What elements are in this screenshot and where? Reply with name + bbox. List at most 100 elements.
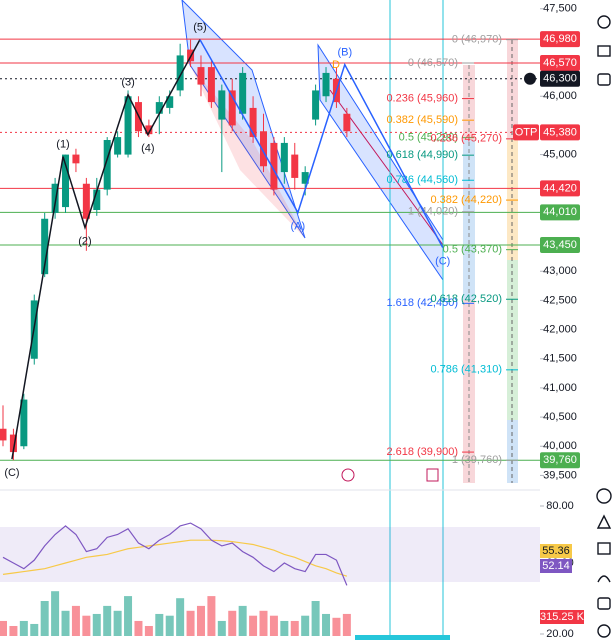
wave-label: (4) xyxy=(141,143,154,155)
volume-label-box xyxy=(540,610,584,624)
candle-body xyxy=(145,125,153,135)
wave-label: (C) xyxy=(4,467,19,479)
y-tick-label: 47,500 xyxy=(543,3,577,15)
wave-label: (B) xyxy=(337,47,352,59)
candle-body xyxy=(124,96,132,155)
candle-body xyxy=(207,67,215,103)
wave-line xyxy=(199,39,444,248)
volume-bar xyxy=(176,598,185,636)
tool-icon[interactable] xyxy=(597,73,611,86)
candle-body xyxy=(72,154,80,164)
volume-bar xyxy=(82,615,91,636)
event-icon[interactable] xyxy=(341,468,355,482)
volume-bar xyxy=(124,596,133,636)
fib-label: 0.786 (44,560) xyxy=(386,174,458,186)
volume-bar xyxy=(228,610,237,636)
tool-icon[interactable] xyxy=(597,597,611,610)
candle-body xyxy=(51,183,59,213)
price-label: 39,760 xyxy=(543,454,577,466)
fib-label: 2.618 (39,900) xyxy=(386,446,458,458)
tool-icon[interactable] xyxy=(597,45,611,57)
candle-body xyxy=(103,140,111,190)
volume-bar xyxy=(280,620,289,636)
y-tick-label: 40,500 xyxy=(543,411,577,423)
candle-body xyxy=(9,434,17,453)
wave-label: (A) xyxy=(291,220,306,232)
wave-label: (5) xyxy=(193,22,206,34)
rsi-tick-label: 80.00 xyxy=(546,500,574,512)
tool-icon[interactable] xyxy=(596,514,612,529)
volume-bar xyxy=(51,591,60,636)
y-tick-label: 40,000 xyxy=(543,440,577,452)
fib-label: 0.382 (44,220) xyxy=(430,194,502,206)
tool-icon[interactable] xyxy=(597,624,611,638)
candle-body xyxy=(41,218,49,275)
volume-bar xyxy=(322,613,331,636)
fib-label: 0.786 (41,310) xyxy=(430,364,502,376)
rsi-tick-label: 20.00 xyxy=(546,628,574,640)
fib-label: 0.618 (44,990) xyxy=(386,149,458,161)
volume-bar xyxy=(19,620,28,636)
fib-label: 0 (46,570) xyxy=(408,57,458,69)
candle-body xyxy=(228,90,236,126)
event-icon[interactable] xyxy=(426,468,439,482)
marker: D xyxy=(332,59,340,71)
candle-body xyxy=(301,172,309,184)
fib-label: 0.5 (43,370) xyxy=(443,244,502,256)
volume-bar xyxy=(311,601,320,636)
candle-body xyxy=(93,189,101,210)
volume-bar xyxy=(196,605,205,636)
candle-body xyxy=(114,137,122,155)
fib-column xyxy=(507,420,518,483)
tool-icon[interactable] xyxy=(597,575,611,583)
volume-bar xyxy=(238,605,247,636)
y-tick-label: 45,000 xyxy=(543,148,577,160)
volume-bar xyxy=(9,625,18,636)
wave-label: (2) xyxy=(78,235,91,247)
price-label-box xyxy=(540,124,580,141)
volume-bar xyxy=(207,596,216,636)
volume-bar xyxy=(186,610,195,636)
y-tick-label: 41,000 xyxy=(543,382,577,394)
y-tick-label: 43,000 xyxy=(543,265,577,277)
volume-bar xyxy=(155,613,164,636)
rsi-value-box xyxy=(540,544,572,558)
tool-icon[interactable] xyxy=(596,488,612,504)
volume-bar xyxy=(113,610,122,636)
price-label: 43,450 xyxy=(543,239,577,251)
candle-body xyxy=(280,142,288,173)
rsi-band xyxy=(0,527,540,582)
wave-line xyxy=(11,39,201,460)
candle-body xyxy=(291,154,299,178)
price-tag: OTP xyxy=(515,126,538,138)
candle-body xyxy=(176,55,184,91)
fib-label: 0 (46,970) xyxy=(452,34,502,46)
volume-bar xyxy=(61,610,70,636)
rsi-line xyxy=(2,539,348,577)
candle-body xyxy=(249,107,257,138)
tool-icon[interactable] xyxy=(597,542,611,555)
y-tick-label: 39,500 xyxy=(543,469,577,481)
price-label: 44,420 xyxy=(543,182,577,194)
volume-bar xyxy=(134,620,143,636)
volume-bar xyxy=(332,617,341,636)
candle-body xyxy=(270,142,278,190)
volume-label: 315.25 K xyxy=(540,611,585,623)
volume-bar xyxy=(259,610,268,636)
price-label-box xyxy=(540,452,580,469)
volume-bar xyxy=(40,601,49,636)
candle-body xyxy=(0,428,7,441)
fib-label: 0.5 (45,290) xyxy=(399,132,458,144)
rsi-line xyxy=(2,522,348,586)
fib-label: 0.236 (45,960) xyxy=(386,92,458,104)
rsi-value: 52.14 xyxy=(542,560,570,572)
price-label: 44,010 xyxy=(543,206,577,218)
tool-icon[interactable] xyxy=(597,15,611,29)
volume-bar xyxy=(0,620,7,636)
volume-bar xyxy=(217,620,226,636)
y-tick-label: 42,000 xyxy=(543,323,577,335)
candle-body xyxy=(312,90,320,120)
volume-bar xyxy=(103,605,112,636)
crosshair-button[interactable] xyxy=(524,72,536,85)
